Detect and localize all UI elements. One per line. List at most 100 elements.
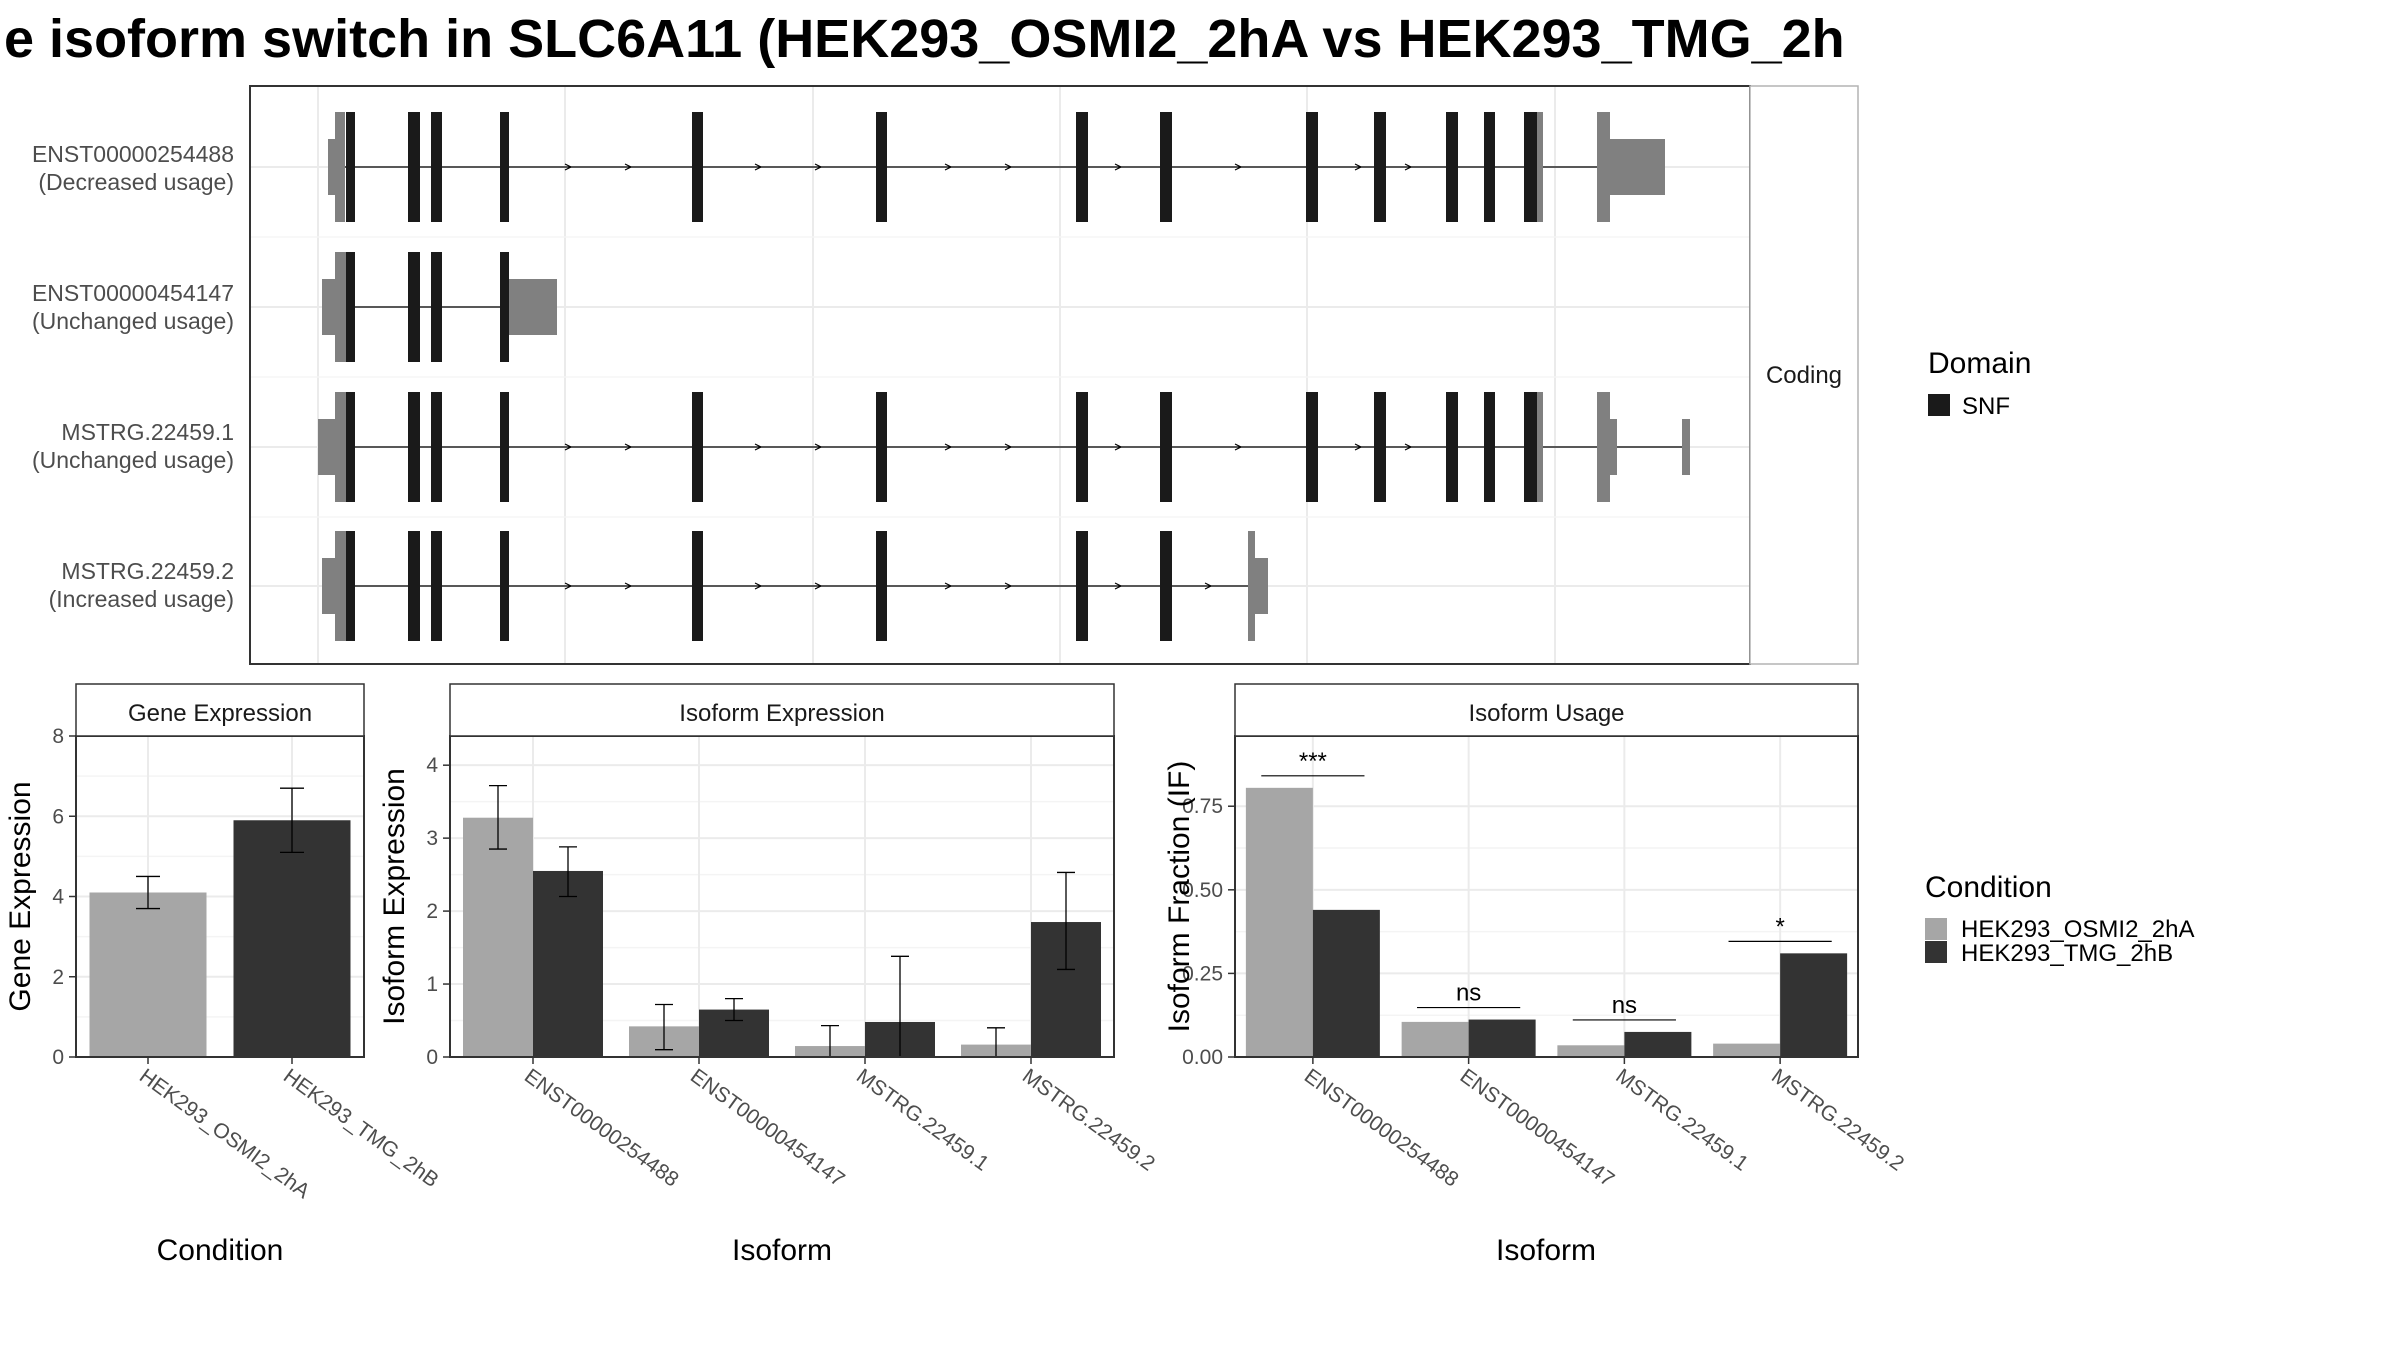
exon-snf-domain: [408, 112, 420, 222]
x-axis-title: Isoform: [1496, 1234, 1596, 1267]
significance-label: ns: [1612, 992, 1637, 1019]
exon-snf-domain: [876, 392, 887, 502]
exon-snf-domain: [500, 112, 509, 222]
y-tick-label: 4: [52, 886, 64, 909]
panel-strip: [1234, 683, 1859, 737]
exon-snf-domain: [1484, 392, 1495, 502]
exon-snf-domain: [692, 531, 703, 641]
x-tick-label: ENST00000254488: [1300, 1064, 1463, 1191]
exon-utr: [335, 531, 346, 641]
intron-direction-arrow: [624, 163, 633, 171]
intron-direction-arrow: [754, 443, 763, 451]
exon-snf-domain: [876, 112, 887, 222]
intron-direction-arrow: [1234, 163, 1243, 171]
panel-strip: [449, 683, 1115, 737]
exon-snf-domain: [1076, 112, 1088, 222]
exon-utr: [1248, 531, 1255, 641]
exon-utr: [1610, 419, 1617, 475]
y-tick-label: 1: [426, 973, 438, 996]
intron-direction-arrow: [1114, 582, 1123, 590]
intron-direction-arrow: [624, 582, 633, 590]
exon-snf-domain: [500, 252, 509, 362]
exon-utr: [335, 392, 346, 502]
exon-snf-domain: [692, 112, 703, 222]
bar-HEK293_OSMI2_2hA-MSTRG.22459.2: [1713, 1043, 1781, 1057]
y-tick-label: 6: [52, 805, 64, 828]
intron-direction-arrow: [1234, 443, 1243, 451]
intron-direction-arrow: [564, 582, 573, 590]
y-tick-label: 2: [52, 966, 64, 989]
intron-direction-arrow: [1404, 443, 1413, 451]
y-tick-label: 0.75: [1182, 795, 1223, 818]
intron-direction-arrow: [814, 582, 823, 590]
exon-snf-domain: [1160, 112, 1172, 222]
gene-expression-panel: Gene Expression02468HEK293_OSMI2_2hAHEK2…: [4, 683, 443, 1267]
condition-legend: Condition HEK293_OSMI2_2hA HEK293_TMG_2h…: [1925, 871, 2194, 967]
isoform-usage-panel: *** ns ns * Isoform Usage 0.00 0.25 0.50 0.75 ENS…: [1163, 683, 1908, 1267]
intron-direction-arrow: [1114, 163, 1123, 171]
panel-strip: [75, 683, 365, 737]
y-tick-label: 0.25: [1182, 962, 1223, 985]
bar-HEK293_OSMI2_2hA: [89, 892, 207, 1057]
intron-direction-arrow: [814, 443, 823, 451]
transcript-3-usage: (Unchanged usage): [32, 447, 234, 473]
exon-snf-domain: [431, 531, 442, 641]
intron-direction-arrow: [1004, 163, 1013, 171]
intron-direction-arrow: [1204, 582, 1213, 590]
bar-HEK293_OSMI2_2hA-MSTRG.22459.1: [1557, 1045, 1625, 1057]
intron-direction-arrow: [1004, 582, 1013, 590]
x-tick-label: MSTRG.22459.1: [852, 1064, 993, 1175]
intron-direction-arrow: [624, 443, 633, 451]
figure-title: e isoform switch in SLC6A11 (HEK293_OSMI…: [4, 9, 1845, 69]
significance-label: ***: [1299, 748, 1327, 775]
exon-snf-domain: [1524, 392, 1537, 502]
condition-legend-title: Condition: [1925, 871, 2052, 904]
exon-utr: [1597, 112, 1610, 222]
structure-strip: [1749, 85, 1859, 665]
transcript-2-model: [322, 252, 557, 362]
exon-snf-domain: [1484, 112, 1495, 222]
bar-HEK293_TMG_2hB-ENST00000254488: [1312, 909, 1380, 1057]
structure-transcripts: [318, 112, 1690, 641]
transcript-1-model: [328, 112, 1665, 222]
intron-direction-arrow: [1404, 163, 1413, 171]
exon-utr: [1255, 558, 1268, 614]
exon-utr: [1537, 392, 1543, 502]
structure-strip-label: Coding: [1766, 362, 1842, 389]
exon-snf-domain: [876, 531, 887, 641]
exon-snf-domain: [346, 531, 355, 641]
y-tick-label: 3: [426, 827, 438, 850]
condition-legend-swatch-1: [1925, 918, 1947, 940]
exon-snf-domain: [500, 531, 509, 641]
exon-utr: [322, 558, 335, 614]
x-tick-label: ENST00000254488: [520, 1064, 683, 1191]
y-axis-title: Gene Expression: [4, 781, 37, 1011]
bar-HEK293_TMG_2hB-MSTRG.22459.1: [1624, 1031, 1692, 1057]
intron-direction-arrow: [944, 582, 953, 590]
x-axis-title: Isoform: [732, 1234, 832, 1267]
bar-HEK293_TMG_2hB: [233, 820, 351, 1057]
bar-HEK293_OSMI2_2hA-ENST00000254488: [463, 817, 533, 1057]
exon-snf-domain: [408, 531, 420, 641]
exon-utr: [335, 112, 345, 222]
exon-utr: [1597, 392, 1610, 502]
x-tick-label: MSTRG.22459.1: [1611, 1064, 1752, 1175]
exon-snf-domain: [346, 252, 355, 362]
bar-HEK293_TMG_2hB-ENST00000254488: [533, 870, 603, 1057]
exon-utr: [322, 279, 335, 335]
x-axis-title: Condition: [157, 1234, 284, 1267]
condition-legend-swatch-2: [1925, 941, 1947, 963]
y-tick-label: 0: [426, 1046, 438, 1069]
intron-direction-arrow: [1004, 443, 1013, 451]
domain-legend: Domain SNF: [1928, 347, 2031, 420]
intron-direction-arrow: [1354, 163, 1363, 171]
exon-snf-domain: [1306, 392, 1318, 502]
transcript-3-model: [318, 392, 1690, 502]
exon-snf-domain: [346, 112, 355, 222]
y-tick-label: 2: [426, 900, 438, 923]
y-tick-label: 0.00: [1182, 1046, 1223, 1069]
exon-snf-domain: [1306, 112, 1318, 222]
panel-strip-label: Isoform Expression: [679, 700, 884, 727]
exon-utr: [1610, 139, 1665, 195]
transcript-4-id: MSTRG.22459.2: [61, 558, 234, 584]
